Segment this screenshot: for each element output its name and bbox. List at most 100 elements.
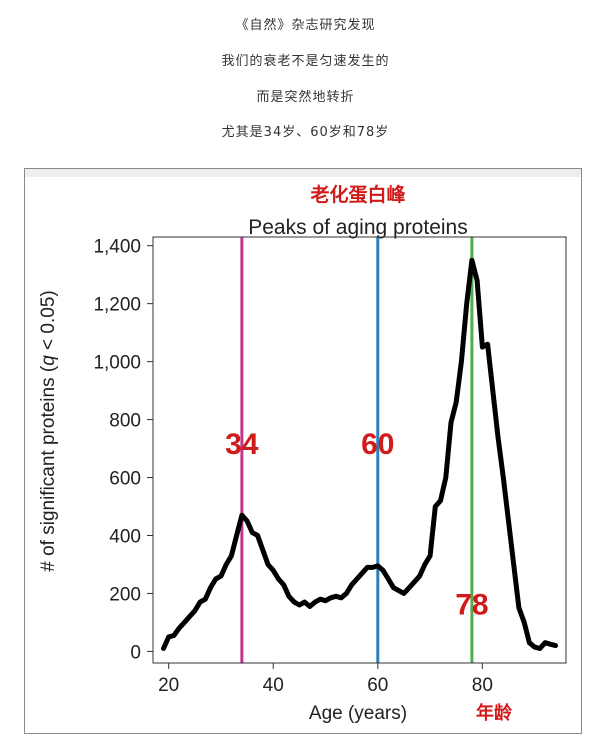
data-point (319, 598, 321, 600)
data-point (188, 616, 191, 618)
y-tick-label: 400 (109, 526, 141, 547)
data-point (283, 584, 285, 586)
aging-proteins-chart: 老化蛋白峰 Peaks of aging proteins 0 200 400 600… (38, 183, 567, 724)
y-tick-label: 1,000 (93, 353, 141, 374)
data-point (518, 607, 520, 609)
data-point (387, 578, 389, 580)
data-point (199, 601, 201, 603)
marker-label-60: 60 (361, 428, 394, 461)
data-point (309, 605, 311, 608)
y-tick-label: 800 (109, 411, 141, 432)
data-point (429, 555, 431, 557)
plot-area-frame (152, 236, 567, 664)
data-point (241, 514, 243, 516)
data-point (340, 597, 342, 599)
x-tick-label: 80 (472, 675, 493, 696)
caption-line-1: 《自然》杂志研究发现 (235, 18, 376, 33)
data-point (246, 520, 248, 522)
data-point (366, 566, 368, 568)
data-point (398, 589, 400, 592)
data-point (314, 601, 316, 603)
data-point (534, 646, 536, 648)
caption-line-3: 而是突然地转折 (256, 90, 355, 105)
data-point (445, 476, 447, 479)
data-point (460, 361, 463, 363)
x-tick-label: 60 (367, 675, 388, 696)
data-point (220, 575, 222, 577)
data-point (408, 587, 410, 589)
frame-top-band (25, 169, 581, 177)
data-point (209, 587, 212, 589)
data-point (215, 578, 217, 580)
data-point (539, 647, 541, 650)
data-point (439, 500, 442, 502)
data-point (262, 549, 264, 551)
data-point (345, 592, 348, 595)
data-point (513, 563, 515, 566)
marker-label-34: 34 (225, 428, 259, 461)
y-axis-label-suffix: < 0.05) (38, 290, 59, 355)
data-point (251, 531, 253, 534)
data-point (549, 643, 551, 645)
data-point (507, 520, 510, 522)
y-tick-label: 600 (109, 469, 141, 490)
data-point (356, 578, 358, 580)
caption-line-4: 尤其是34岁、60岁和78岁 (221, 125, 390, 140)
data-point (173, 634, 175, 637)
data-point (288, 595, 290, 597)
marker-label-78: 78 (455, 589, 488, 622)
data-point (168, 636, 170, 638)
y-tick-label: 0 (130, 642, 141, 663)
x-tick-label: 20 (158, 675, 179, 696)
data-point (277, 578, 280, 580)
data-point (434, 505, 436, 508)
data-point (267, 563, 269, 566)
data-point (298, 604, 300, 606)
data-point (272, 569, 274, 571)
y-axis-label-var: q (38, 355, 59, 366)
x-tick-label: 40 (263, 675, 284, 696)
data-point (450, 421, 452, 424)
x-axis-label: Age (years) (309, 703, 407, 724)
x-axis-label-cn: 年龄 (476, 702, 513, 724)
data-point (194, 610, 196, 612)
data-point (424, 563, 426, 566)
data-point (466, 303, 468, 305)
data-point (204, 598, 206, 600)
data-point (293, 601, 295, 603)
data-point (162, 647, 165, 650)
data-point (528, 642, 531, 644)
data-point (361, 572, 363, 574)
data-point (178, 627, 180, 629)
data-point (523, 621, 525, 624)
data-point (230, 555, 233, 557)
data-point (476, 279, 478, 282)
data-point (471, 259, 473, 261)
caption-line-2: 我们的衰老不是匀速发生的 (221, 54, 390, 69)
chart-title: Peaks of aging proteins (248, 216, 467, 239)
data-point (455, 401, 457, 403)
data-point (497, 436, 499, 438)
data-point (256, 534, 259, 537)
data-point (324, 600, 327, 602)
data-point (371, 566, 374, 568)
data-point (403, 592, 405, 595)
data-point (481, 346, 483, 348)
data-point (183, 621, 185, 624)
data-point (419, 575, 421, 577)
data-point (382, 569, 384, 571)
data-point (492, 389, 494, 392)
data-point (502, 476, 504, 479)
series-line-0 (161, 257, 558, 651)
y-tick-label: 1,200 (93, 295, 141, 316)
data-point (413, 581, 415, 583)
data-point (225, 563, 227, 566)
y-tick-label: 200 (109, 584, 141, 605)
y-tick-label: 1,400 (93, 237, 141, 258)
y-axis-label-prefix: # of significant proteins ( (38, 365, 59, 572)
data-point (236, 534, 238, 537)
data-point (554, 645, 557, 647)
data-point (304, 601, 306, 603)
chart-title-cn: 老化蛋白峰 (310, 183, 406, 206)
data-point (335, 595, 337, 597)
